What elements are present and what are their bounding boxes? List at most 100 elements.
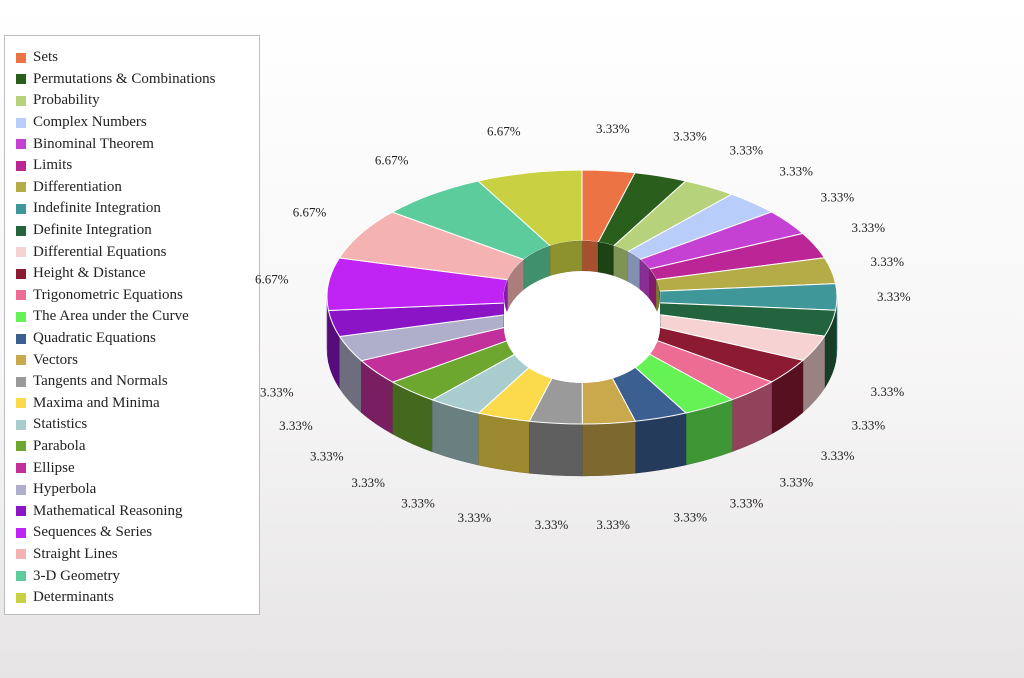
legend-item-straight-lines: Straight Lines <box>5 544 259 566</box>
legend-item-ellipse: Ellipse <box>5 457 259 479</box>
inner-wall-probability <box>613 245 629 283</box>
legend-item-mathematical-reasoning: Mathematical Reasoning <box>5 500 259 522</box>
legend-swatch <box>16 441 26 452</box>
legend-label: Statistics <box>33 416 88 433</box>
side-wall-maxima-and-minima <box>478 412 530 474</box>
legend-swatch <box>16 333 26 344</box>
legend-item-tangents-and-normals: Tangents and Normals <box>5 371 259 393</box>
data-label-sets: 3.33% <box>596 121 630 136</box>
legend-swatch <box>16 355 26 366</box>
legend-label: Quadratic Equations <box>33 330 156 347</box>
legend-item-statistics: Statistics <box>5 414 259 436</box>
legend-item-differentiation: Differentiation <box>5 177 259 199</box>
legend-item-vectors: Vectors <box>5 349 259 371</box>
legend-swatch <box>16 311 26 322</box>
data-label-hyperbola: 3.33% <box>279 418 313 433</box>
side-wall-quadratic-equations <box>635 412 687 474</box>
legend-label: Differentiation <box>33 178 122 195</box>
legend-swatch <box>16 117 26 128</box>
legend-swatch <box>16 139 26 150</box>
data-label-trigonometric-equations: 3.33% <box>780 474 814 489</box>
legend-label: Maxima and Minima <box>33 394 160 411</box>
data-label-determinants: 6.67% <box>487 124 521 139</box>
legend-swatch <box>16 52 26 63</box>
legend-label: Parabola <box>33 437 86 454</box>
data-label-height-distance: 3.33% <box>821 448 855 463</box>
legend-label: The Area under the Curve <box>33 308 189 325</box>
legend-label: Limits <box>33 157 73 174</box>
data-label-parabola: 3.33% <box>351 475 385 490</box>
legend-item-determinants: Determinants <box>5 587 259 609</box>
data-label-straight-lines: 6.67% <box>293 205 327 220</box>
data-label-definite-integration: 3.33% <box>871 384 905 399</box>
legend-label: Definite Integration <box>33 222 152 239</box>
legend-item-quadratic-equations: Quadratic Equations <box>5 328 259 350</box>
chart-side-walls <box>326 296 838 477</box>
data-label-indefinite-integration: 3.33% <box>877 289 911 304</box>
legend-swatch <box>16 571 26 582</box>
legend-label: Trigonometric Equations <box>33 286 183 303</box>
legend-item-definite-integration: Definite Integration <box>5 220 259 242</box>
legend-item-permutations-combinations: Permutations & Combinations <box>5 69 259 91</box>
legend-label: Complex Numbers <box>33 114 147 131</box>
legend-label: Mathematical Reasoning <box>33 502 183 519</box>
legend-label: 3-D Geometry <box>33 567 121 584</box>
inner-wall-determinants <box>549 240 583 277</box>
legend-label: Ellipse <box>33 459 75 476</box>
legend-swatch <box>16 160 26 171</box>
legend-swatch <box>16 398 26 409</box>
legend-swatch <box>16 290 26 301</box>
legend-label: Sets <box>33 49 59 66</box>
inner-wall-sets <box>581 240 599 273</box>
legend-swatch <box>16 376 26 387</box>
legend-item-maxima-and-minima: Maxima and Minima <box>5 393 259 415</box>
data-label-limits: 3.33% <box>851 220 885 235</box>
legend-item-differential-equations: Differential Equations <box>5 241 259 263</box>
data-label-statistics: 3.33% <box>401 495 435 510</box>
legend-label: Straight Lines <box>33 545 118 562</box>
legend-item-complex-numbers: Complex Numbers <box>5 112 259 134</box>
legend-swatch <box>16 484 26 495</box>
legend-item-indefinite-integration: Indefinite Integration <box>5 198 259 220</box>
legend-swatch <box>16 225 26 236</box>
legend-label: Vectors <box>33 351 78 368</box>
legend-swatch <box>16 182 26 193</box>
legend-label: Differential Equations <box>33 243 167 260</box>
legend-label: Sequences & Series <box>33 524 153 541</box>
legend-label: Binominal Theorem <box>33 135 154 152</box>
legend-swatch <box>16 268 26 279</box>
legend-swatch <box>16 247 26 258</box>
legend-swatch <box>16 592 26 603</box>
legend-label: Tangents and Normals <box>33 373 168 390</box>
data-label-tangents-and-normals: 3.33% <box>535 517 569 532</box>
legend-item-trigonometric-equations: Trigonometric Equations <box>5 285 259 307</box>
legend-label: Permutations & Combinations <box>33 70 216 87</box>
legend-swatch <box>16 549 26 560</box>
chart-top-faces <box>326 169 838 425</box>
legend-item-binominal-theorem: Binominal Theorem <box>5 133 259 155</box>
inner-wall-permutations-combinations <box>597 241 614 277</box>
legend-swatch <box>16 203 26 214</box>
legend-swatch <box>16 419 26 430</box>
legend-item-height-distance: Height & Distance <box>5 263 259 285</box>
chart-legend: Sets Permutations & Combinations Probabili… <box>4 35 260 615</box>
doughnut-hole-front <box>504 297 660 383</box>
legend-swatch <box>16 95 26 106</box>
legend-swatch <box>16 527 26 538</box>
data-label-3-d-geometry: 6.67% <box>375 152 409 167</box>
data-label-probability: 3.33% <box>729 143 763 158</box>
legend-label: Determinants <box>33 589 114 606</box>
legend-item-limits: Limits <box>5 155 259 177</box>
data-label-differential-equations: 3.33% <box>852 418 886 433</box>
legend-item-probability: Probability <box>5 90 259 112</box>
legend-item-the-area-under-the-curve: The Area under the Curve <box>5 306 259 328</box>
data-label-vectors: 3.33% <box>596 517 630 532</box>
data-label-binominal-theorem: 3.33% <box>821 190 855 205</box>
chart-data-labels: 3.33% 3.33% 3.33% 3.33% 3.33% 3.33% 3.33% 3.33%… <box>255 121 911 532</box>
side-wall-tangents-and-normals <box>529 420 583 477</box>
data-label-complex-numbers: 3.33% <box>779 163 813 178</box>
data-label-the-area-under-the-curve: 3.33% <box>730 495 764 510</box>
data-label-permutations-combinations: 3.33% <box>673 128 707 143</box>
legend-item-3-d-geometry: 3-D Geometry <box>5 565 259 587</box>
legend-item-sets: Sets <box>5 47 259 69</box>
